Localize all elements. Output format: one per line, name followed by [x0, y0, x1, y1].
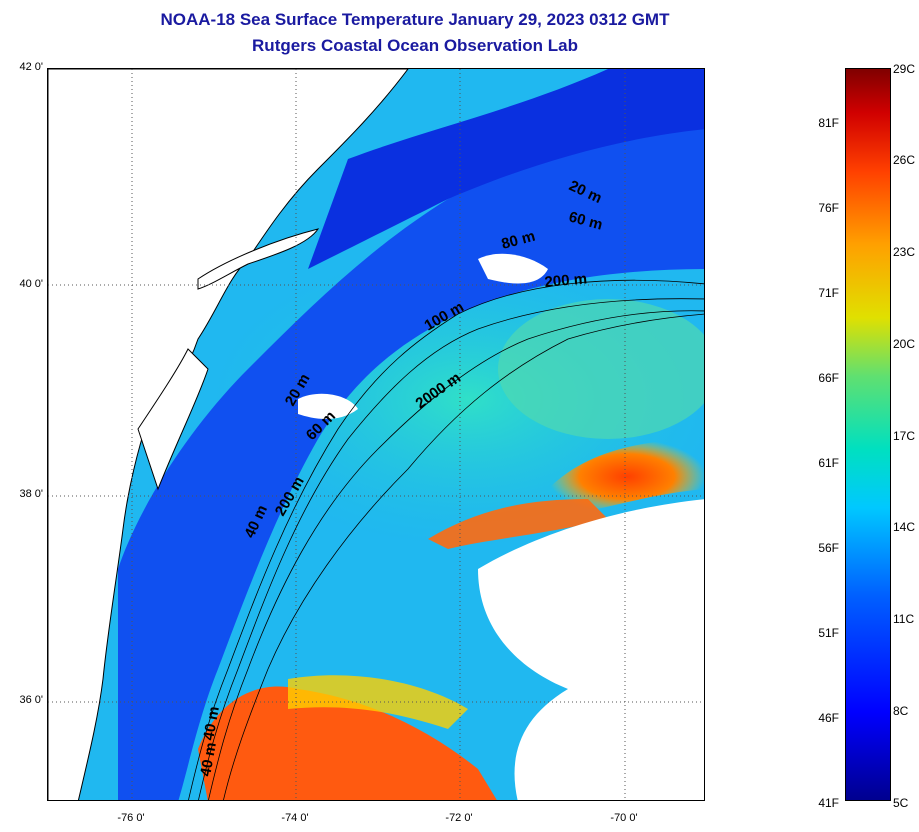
colorbar-label-56f: 56F — [818, 541, 839, 555]
gulf-stream-south — [198, 686, 497, 800]
lat-label-36: 36 0' — [19, 694, 43, 706]
colorbar-label-76f: 76F — [818, 201, 839, 215]
green-patch — [498, 299, 704, 439]
graticule — [48, 69, 704, 800]
colorbar-label-51f: 51F — [818, 626, 839, 640]
lon-label-76: -76 0' — [117, 812, 145, 824]
sst-map: 20 m 60 m 80 m 200 m 100 m 2000 m 20 m 6… — [47, 68, 705, 801]
cloud-mask-patch — [478, 253, 548, 284]
lat-label-38: 38 0' — [19, 488, 43, 500]
lon-label-72: -72 0' — [445, 812, 473, 824]
colorbar-label-8c: 8C — [893, 704, 909, 718]
colorbar-label-46f: 46F — [818, 711, 839, 725]
gulf-stream-north — [548, 439, 704, 514]
colorbar-label-5c: 5C — [893, 796, 909, 810]
cloud-mask-patch-2 — [298, 393, 358, 419]
colorbar-label-17c: 17C — [893, 429, 916, 443]
delaware-bay — [137, 348, 209, 491]
map-subtitle: Rutgers Coastal Ocean Observation Lab — [252, 36, 578, 55]
long-island — [197, 228, 320, 290]
yellow-band — [288, 675, 468, 729]
colorbar-label-23c: 23C — [893, 245, 916, 259]
gulf-of-maine-water — [308, 69, 704, 269]
cloud-mask-east — [478, 499, 704, 800]
contour-label-200m: 200 m — [544, 270, 588, 291]
bathymetry-contours — [188, 279, 704, 800]
colorbar-label-66f: 66F — [818, 371, 839, 385]
contour-label-40m-b: 40 m — [200, 705, 223, 742]
map-title: NOAA-18 Sea Surface Temperature January … — [160, 10, 670, 29]
shelf-water — [118, 109, 704, 800]
colorbar-label-26c: 26C — [893, 153, 916, 167]
colorbar-label-11c: 11C — [893, 612, 915, 626]
colorbar-label-14c: 14C — [893, 520, 916, 534]
contour-label-40m-c: 40 m — [197, 741, 220, 778]
temperature-colorbar — [845, 68, 891, 801]
lon-label-74: -74 0' — [281, 812, 309, 824]
gulf-stream-band — [428, 499, 608, 549]
sst-map-canvas: 20 m 60 m 80 m 200 m 100 m 2000 m 20 m 6… — [48, 69, 704, 800]
colorbar-label-71f: 71F — [818, 286, 839, 300]
colorbar-label-61f: 61F — [818, 456, 839, 470]
colorbar-label-20c: 20C — [893, 337, 916, 351]
lat-label-42: 42 0' — [19, 61, 43, 73]
lat-label-40: 40 0' — [19, 278, 43, 290]
colorbar-label-29c: 29C — [893, 62, 916, 76]
colorbar-label-41f: 41F — [818, 796, 839, 810]
lon-label-70: -70 0' — [610, 812, 638, 824]
colorbar-label-81f: 81F — [818, 116, 839, 130]
